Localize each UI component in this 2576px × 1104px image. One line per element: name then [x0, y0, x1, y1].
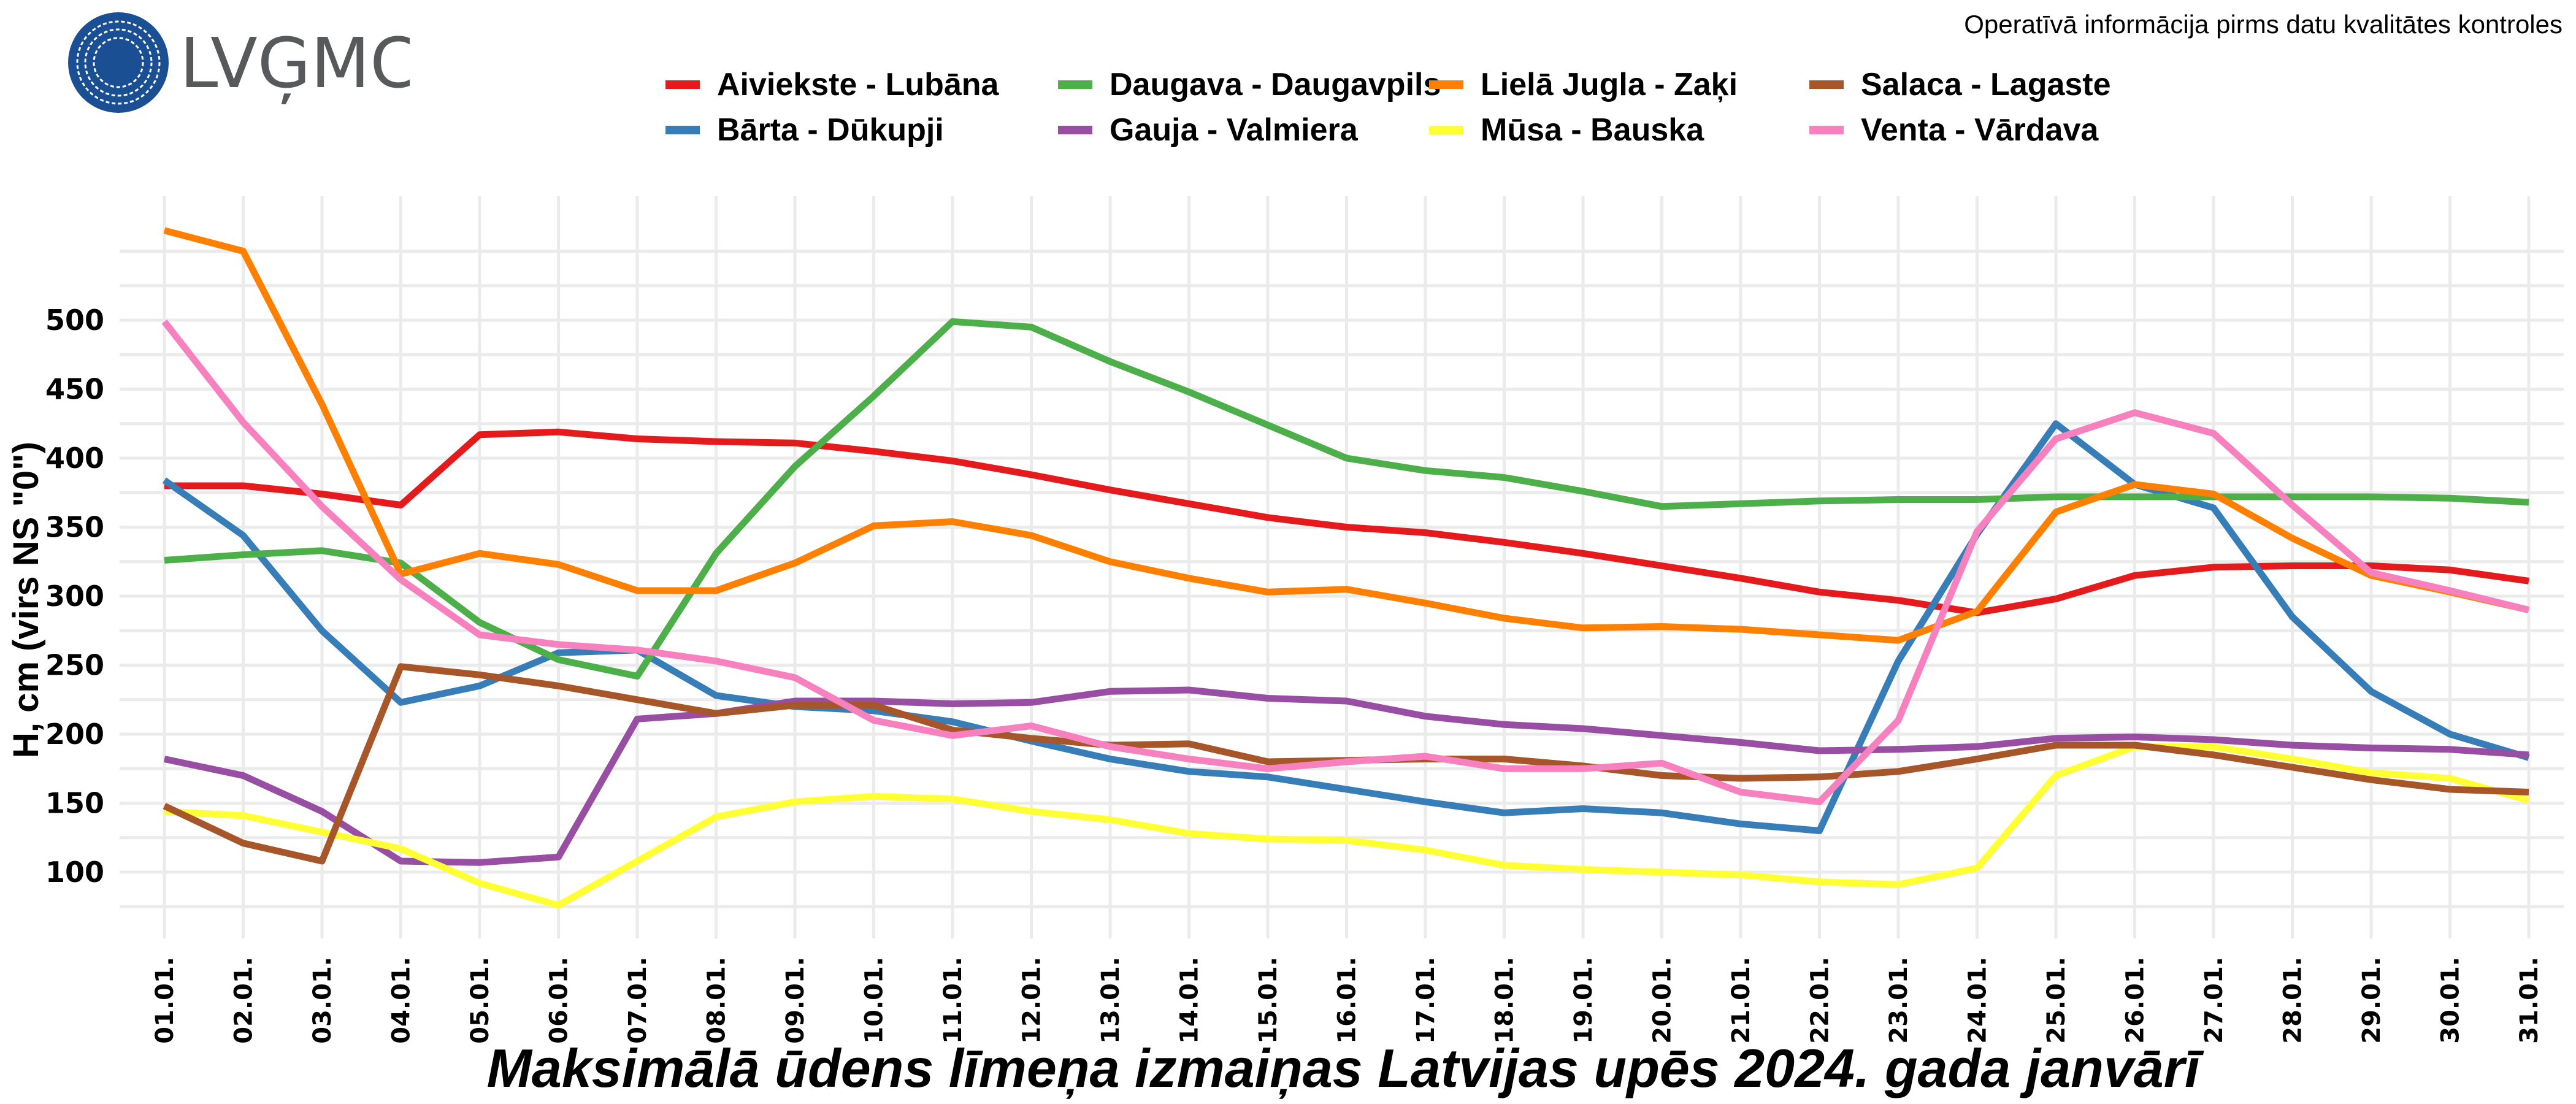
series-3 — [163, 686, 2529, 866]
legend-item: Salaca - Lagaste — [1809, 67, 2153, 102]
legend-label: Bārta - Dūkupji — [717, 112, 944, 148]
y-tick-label: 150 — [45, 787, 104, 820]
y-tick-label: 200 — [45, 718, 104, 751]
x-tick-label: 21.01. — [1727, 957, 1755, 1044]
y-tick-label: 300 — [45, 580, 104, 613]
x-tick-label: 03.01. — [309, 957, 337, 1044]
x-tick-label: 05.01. — [466, 957, 494, 1044]
legend-swatch-icon — [1429, 126, 1463, 134]
x-tick-label: 23.01. — [1885, 957, 1913, 1044]
legend-item: Aiviekste - Lubāna — [665, 67, 1058, 102]
x-tick-label: 24.01. — [1964, 957, 1992, 1044]
x-tick-label: 22.01. — [1806, 957, 1834, 1044]
x-tick-label: 15.01. — [1254, 957, 1282, 1044]
y-tick-label: 250 — [45, 649, 104, 682]
y-axis-label: H, cm (virs NS "0") — [6, 442, 46, 758]
x-tick-label: 16.01. — [1333, 957, 1362, 1044]
x-tick-label: 25.01. — [2042, 957, 2071, 1044]
x-axis-ticks: 01.01. 02.01. 03.01. 04.01. 05.01. 06.01. 07.0… — [151, 957, 2543, 1044]
legend-label: Lielā Jugla - Zaķi — [1481, 67, 1738, 102]
legend-label: Salaca - Lagaste — [1861, 67, 2111, 102]
x-tick-label: 12.01. — [1018, 957, 1046, 1044]
x-tick-label: 17.01. — [1412, 957, 1440, 1044]
series-7 — [161, 319, 2530, 805]
x-tick-label: 30.01. — [2437, 957, 2465, 1044]
x-tick-label: 31.01. — [2515, 957, 2543, 1044]
y-axis-ticks: 100 150 200 250 300 350 400 450 500 — [45, 304, 104, 889]
legend-label: Gauja - Valmiera — [1110, 112, 1358, 148]
legend-item: Venta - Vārdava — [1809, 112, 2153, 148]
chart-legend: Aiviekste - Lubāna Daugava - Daugavpils Li… — [665, 67, 2153, 148]
y-tick-label: 100 — [45, 856, 104, 889]
legend-swatch-icon — [1058, 126, 1092, 134]
x-tick-label: 02.01. — [230, 957, 258, 1044]
x-tick-label: 01.01. — [151, 957, 179, 1044]
lvgmc-logo: LVĢMC — [68, 12, 410, 113]
legend-label: Daugava - Daugavpils — [1110, 67, 1441, 102]
x-tick-label: 27.01. — [2200, 957, 2228, 1044]
x-tick-label: 26.01. — [2122, 957, 2150, 1044]
x-tick-label: 10.01. — [861, 957, 889, 1044]
x-tick-label: 09.01. — [781, 957, 810, 1044]
legend-swatch-icon — [1809, 80, 1844, 89]
y-tick-label: 350 — [45, 511, 104, 544]
series-lines — [161, 227, 2530, 909]
legend-swatch-icon — [665, 126, 700, 134]
x-tick-label: 19.01. — [1570, 957, 1598, 1044]
legend-item: Mūsa - Bauska — [1429, 112, 1809, 148]
x-tick-label: 11.01. — [939, 957, 967, 1044]
y-tick-label: 500 — [45, 304, 104, 337]
x-tick-label: 06.01. — [545, 957, 573, 1044]
series-4 — [163, 227, 2530, 644]
x-tick-label: 29.01. — [2358, 957, 2386, 1044]
x-tick-label: 28.01. — [2279, 957, 2307, 1044]
logo-text: LVĢMC — [180, 24, 410, 104]
series-line — [163, 227, 2530, 644]
x-tick-label: 14.01. — [1176, 957, 1204, 1044]
x-tick-label: 08.01. — [703, 957, 731, 1044]
x-tick-label: 13.01. — [1097, 957, 1125, 1044]
legend-item: Gauja - Valmiera — [1058, 112, 1429, 148]
y-tick-label: 450 — [45, 373, 104, 406]
legend-swatch-icon — [1809, 126, 1844, 134]
legend-label: Venta - Vārdava — [1861, 112, 2099, 148]
x-tick-label: 07.01. — [624, 957, 652, 1044]
x-tick-label: 20.01. — [1649, 957, 1677, 1044]
legend-item: Lielā Jugla - Zaķi — [1429, 67, 1809, 102]
x-tick-label: 18.01. — [1491, 957, 1519, 1044]
logo-emblem-icon — [68, 12, 169, 113]
legend-item: Bārta - Dūkupji — [665, 112, 1058, 148]
series-2 — [164, 318, 2529, 680]
legend-item: Daugava - Daugavpils — [1058, 67, 1441, 102]
legend-label: Aiviekste - Lubāna — [717, 67, 999, 102]
data-quality-notice: Operatīvā informācija pirms datu kvalitā… — [1964, 10, 2563, 39]
legend-swatch-icon — [1058, 80, 1092, 89]
series-0 — [164, 428, 2529, 616]
x-tick-label: 04.01. — [388, 957, 416, 1044]
legend-label: Mūsa - Bauska — [1481, 112, 1704, 148]
chart-title: Maksimālā ūdens līmeņa izmaiņas Latvijas… — [487, 1038, 2204, 1098]
legend-swatch-icon — [1429, 80, 1463, 89]
y-tick-label: 400 — [45, 442, 104, 475]
legend-swatch-icon — [665, 80, 700, 89]
